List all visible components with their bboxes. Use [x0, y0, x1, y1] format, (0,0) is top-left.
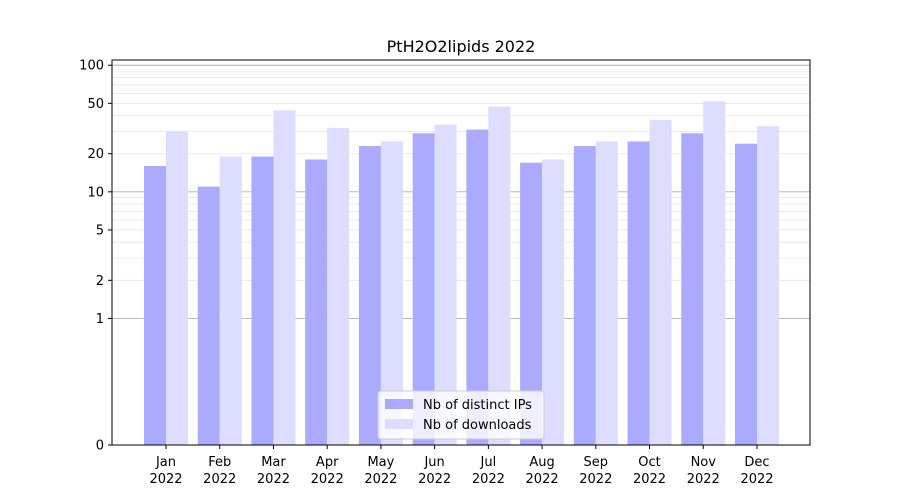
x-tick-label-month: Apr: [316, 455, 339, 470]
x-tick-label-month: Nov: [691, 455, 717, 470]
x-tick-label-month: Dec: [744, 455, 769, 470]
bar-distinct-ips-jun: [412, 133, 435, 445]
x-tick-label-year: 2022: [418, 472, 451, 487]
bar-downloads-jan: [166, 131, 188, 445]
x-tick-label-year: 2022: [472, 472, 505, 487]
x-tick-label-year: 2022: [633, 472, 666, 487]
legend-label: Nb of downloads: [423, 418, 532, 433]
x-tick-label-month: May: [367, 455, 394, 470]
bar-downloads-oct: [649, 119, 672, 445]
legend-box: [377, 390, 545, 440]
bar-downloads-feb: [219, 156, 242, 446]
y-tick-label: 2: [96, 274, 104, 289]
x-tick-label-month: Jun: [423, 455, 444, 470]
y-tick-label: 10: [87, 185, 104, 200]
x-tick-label-year: 2022: [687, 472, 720, 487]
bar-downloads-jun: [434, 124, 457, 445]
y-tick-label: 20: [87, 147, 104, 162]
x-tick-label-year: 2022: [257, 472, 290, 487]
legend-swatch: [385, 419, 413, 429]
bar-downloads-mar: [273, 110, 296, 445]
legend-swatch: [385, 399, 413, 409]
y-axis: 0 1 2 5 10 20 50 100: [79, 59, 112, 454]
y-tick-label: 0: [96, 439, 104, 454]
chart-title: PtH2O2lipids 2022: [387, 37, 536, 56]
x-tick-label-month: Oct: [638, 455, 660, 470]
bar-downloads-dec: [757, 126, 779, 446]
bar-distinct-ips-jan: [144, 165, 166, 446]
bar-distinct-ips-jul: [466, 129, 489, 445]
plot-frame: [111, 59, 811, 446]
bar-downloads-may: [380, 141, 403, 445]
y-tick-label: 5: [96, 223, 104, 238]
x-tick-label-year: 2022: [579, 472, 612, 487]
bar-downloads-apr: [327, 127, 350, 445]
bars: [144, 101, 779, 446]
legend: Nb of distinct IPs Nb of downloads: [377, 390, 545, 440]
bar-downloads-nov: [703, 101, 726, 446]
bar-downloads-aug: [542, 159, 565, 445]
y-tick-label: 100: [79, 59, 104, 74]
y-tick-label: 1: [96, 312, 104, 327]
bar-distinct-ips-feb: [197, 186, 220, 446]
bar-distinct-ips-sep: [573, 146, 596, 445]
bar-distinct-ips-may: [358, 146, 381, 445]
bar-downloads-sep: [595, 141, 618, 445]
bar-distinct-ips-mar: [251, 156, 274, 446]
x-tick-label-month: Jul: [480, 455, 497, 470]
x-tick-label-year: 2022: [740, 472, 773, 487]
x-tick-label-year: 2022: [526, 472, 559, 487]
bar-distinct-ips-oct: [627, 141, 650, 445]
x-tick-label-month: Mar: [261, 455, 286, 470]
x-tick-label-year: 2022: [311, 472, 344, 487]
bar-distinct-ips-aug: [520, 162, 543, 445]
bar-distinct-ips-apr: [305, 159, 328, 445]
legend-label: Nb of distinct IPs: [423, 398, 532, 413]
bar-downloads-jul: [488, 106, 511, 445]
x-tick-label-year: 2022: [203, 472, 236, 487]
x-tick-label-year: 2022: [149, 472, 182, 487]
bar-distinct-ips-nov: [681, 133, 704, 445]
x-tick-label-month: Aug: [529, 455, 554, 470]
y-tick-label: 50: [87, 97, 104, 112]
x-tick-label-month: Sep: [584, 455, 609, 470]
x-tick-label-year: 2022: [364, 472, 397, 487]
bar-distinct-ips-dec: [735, 143, 757, 445]
x-tick-label-month: Jan: [155, 455, 176, 470]
x-axis: Jan 2022 Feb 2022 Mar 2022 Apr 2022 May 2022 Jun 20…: [149, 445, 774, 487]
x-tick-label-month: Feb: [208, 455, 231, 470]
